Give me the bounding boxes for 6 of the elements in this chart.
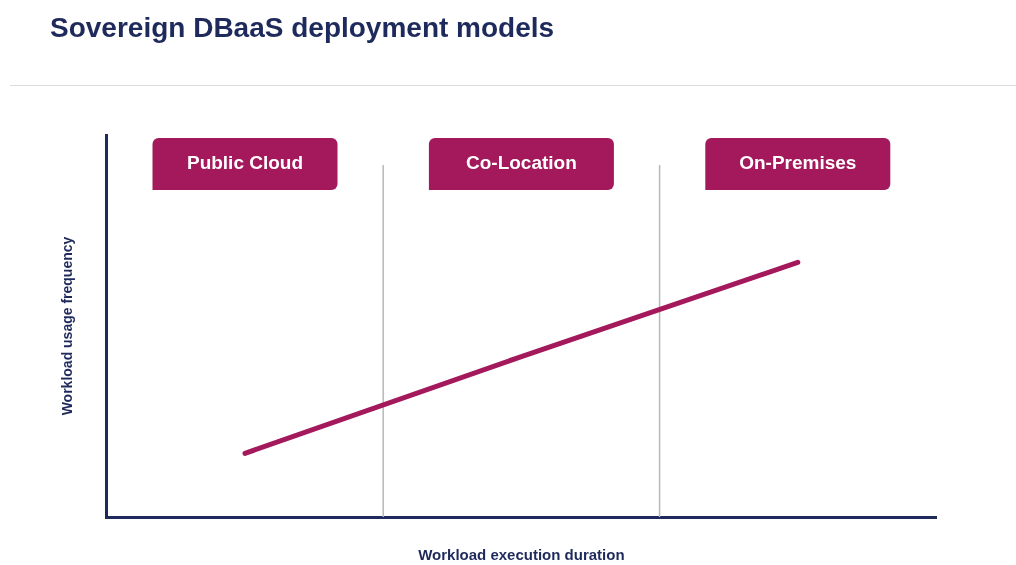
x-axis-title: Workload execution duration	[418, 546, 625, 564]
y-axis-title: Workload usage frequency	[59, 236, 76, 416]
chart-title: Sovereign DBaaS deployment models	[50, 12, 555, 44]
x-tick-label: Co-Location	[465, 152, 577, 174]
x-tick-label: Public Cloud	[186, 152, 304, 174]
x-tick-label: On-Premises	[739, 152, 857, 174]
